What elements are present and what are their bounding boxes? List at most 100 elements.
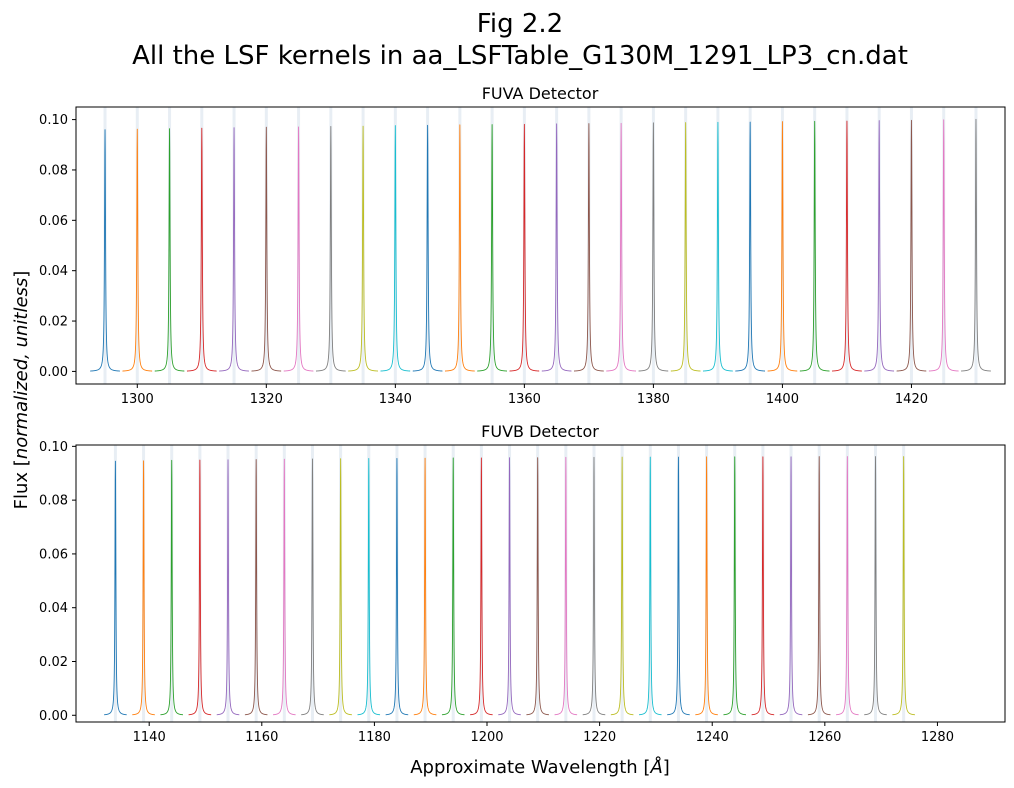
fuvb-lsf-kernel: [160, 459, 184, 716]
fuvb-lsf-kernel: [666, 456, 691, 716]
fuvb-lsf-kernel: [638, 456, 662, 716]
fuvb-lsf-kernel: [469, 457, 493, 716]
fuva-lsf-kernel: [541, 123, 572, 372]
fuva-x-tick-label: 1360: [508, 392, 541, 407]
fuva-lsf-kernel: [347, 125, 379, 372]
fuvb-lsf-kernel: [357, 458, 381, 716]
fuvb-x-tick-label: 1200: [470, 730, 503, 745]
fuvb-lsf-kernel: [554, 456, 578, 716]
fuvb-lsf-kernel: [863, 456, 888, 716]
fuvb-y-tick-label: 0.00: [39, 709, 68, 724]
fuva-x-tick-label: 1320: [250, 392, 283, 407]
fuva-lsf-kernel: [831, 120, 863, 372]
figure-title-line2: All the LSF kernels in aa_LSFTable_G130M…: [132, 41, 908, 71]
fuvb-x-tick-label: 1140: [133, 730, 166, 745]
fuvb-lsf-kernel: [413, 457, 437, 716]
fuvb-lsf-kernel: [526, 457, 550, 716]
fuvb-x-tick-label: 1280: [921, 730, 954, 745]
fuvb-y-tick-label: 0.10: [39, 440, 68, 455]
fuvb-axes: FUVB Detector 1140 1160 1180 1200 1220 1240 12…: [39, 422, 1006, 745]
fuva-lsf-kernel: [928, 119, 959, 372]
fuva-lsf-kernel: [799, 120, 830, 372]
fuva-y-tick-label: 0.10: [39, 113, 68, 128]
fuvb-y-tick-label: 0.06: [39, 547, 68, 562]
fuva-lsf-kernel: [251, 126, 282, 372]
x-axis-label-suffix: ]: [663, 757, 670, 778]
fuvb-lsf-kernel: [441, 457, 465, 716]
fuva-y-tick-label: 0.06: [39, 214, 68, 229]
fuva-x-tick-label: 1300: [121, 392, 154, 407]
fuvb-lsf-kernel: [695, 456, 719, 716]
fuva-lsf-kernel: [122, 128, 153, 372]
fuva-lsf-kernel: [154, 128, 185, 372]
fuvb-axes-title: FUVB Detector: [481, 422, 599, 441]
y-axis-label-suffix: ]: [11, 271, 32, 278]
fuvb-lsf-kernel: [751, 456, 775, 716]
fuvb-lsf-kernel: [188, 459, 212, 716]
fuvb-lsf-kernel: [779, 456, 803, 716]
fuva-y-tick-label: 0.02: [39, 315, 68, 330]
fuvb-lsf-kernel: [385, 458, 409, 716]
fuvb-x-tick-label: 1240: [696, 730, 729, 745]
fuva-lsf-kernel: [573, 123, 604, 372]
fuva-x-tick-label: 1420: [895, 392, 928, 407]
fuva-lsf-kernel: [89, 129, 121, 372]
fuvb-lsf-kernel: [582, 456, 606, 716]
fuva-lsf-kernel: [606, 122, 637, 372]
fuva-lsf-kernel: [444, 124, 475, 372]
fuvb-x-tick-label: 1160: [245, 730, 278, 745]
fuvb-y-tick-label: 0.02: [39, 655, 68, 670]
fuva-lsf-kernel: [218, 127, 250, 372]
fuva-lsf-kernel: [670, 122, 701, 372]
fuva-lsf-kernel: [960, 118, 992, 372]
fuva-axes-frame: [75, 106, 1006, 385]
fuvb-lsf-kernel: [103, 460, 127, 716]
fuvb-axes-frame: [75, 444, 1006, 723]
fuvb-lsf-kernel: [835, 456, 859, 716]
fuvb-x-tick-label: 1260: [808, 730, 841, 745]
x-axis-label-prefix: Approximate Wavelength [: [410, 757, 650, 778]
fuva-x-tick-label: 1400: [766, 392, 799, 407]
fuvb-lsf-kernel: [497, 457, 522, 716]
fuvb-lsf-kernel: [216, 459, 240, 716]
y-axis-label: Flux [normalized, unitless]: [11, 271, 32, 510]
fuva-lsf-kernel: [412, 124, 443, 372]
fuvb-lsf-kernel: [272, 458, 296, 716]
fuvb-lsf-kernel: [329, 458, 353, 716]
fuva-lsf-kernel: [380, 125, 411, 372]
fuvb-lsf-kernel: [807, 456, 831, 716]
y-axis-label-italic: normalized, unitless: [11, 278, 32, 460]
fuva-lsf-kernel: [186, 127, 217, 372]
fuva-x-tick-label: 1340: [379, 392, 412, 407]
figure-title-line1: Fig 2.2: [477, 9, 563, 39]
fuvb-y-tick-label: 0.04: [39, 601, 68, 616]
fuvb-lsf-kernel: [723, 456, 747, 716]
fuva-lsf-kernel: [477, 124, 508, 372]
fuva-lsf-kernel: [896, 119, 927, 372]
fuvb-lsf-kernel: [244, 459, 268, 716]
fuvb-lsf-kernel: [300, 458, 325, 716]
fuvb-x-tick-label: 1180: [358, 730, 391, 745]
fuvb-lsf-kernel: [610, 456, 634, 716]
x-axis-label: Approximate Wavelength [Å]: [410, 756, 670, 778]
fuva-lsf-kernel: [509, 123, 540, 372]
fuva-y-tick-label: 0.08: [39, 163, 68, 178]
fuva-lsf-kernel: [767, 121, 798, 372]
fuva-y-tick-label: 0.00: [39, 365, 68, 380]
fuva-axes-title: FUVA Detector: [482, 84, 599, 103]
fuva-axes: FUVA Detector 1300 1320 1340 1360 1380 1400 14…: [39, 84, 1006, 407]
fuvb-x-tick-label: 1220: [583, 730, 616, 745]
fuvb-y-tick-label: 0.08: [39, 494, 68, 509]
fuva-lsf-kernel: [864, 120, 895, 372]
fuva-lsf-kernel: [702, 121, 734, 372]
fuva-lsf-kernel: [735, 121, 766, 372]
y-axis-label-prefix: Flux [: [11, 459, 32, 509]
fuva-lsf-kernel: [638, 122, 669, 372]
fuvb-lsf-kernel: [131, 460, 156, 716]
fuva-x-tick-label: 1380: [637, 392, 670, 407]
fuva-lsf-kernel: [283, 126, 314, 372]
fuva-lsf-kernel: [315, 125, 346, 372]
fuva-y-tick-label: 0.04: [39, 264, 68, 279]
fuvb-lsf-kernel: [892, 456, 916, 716]
